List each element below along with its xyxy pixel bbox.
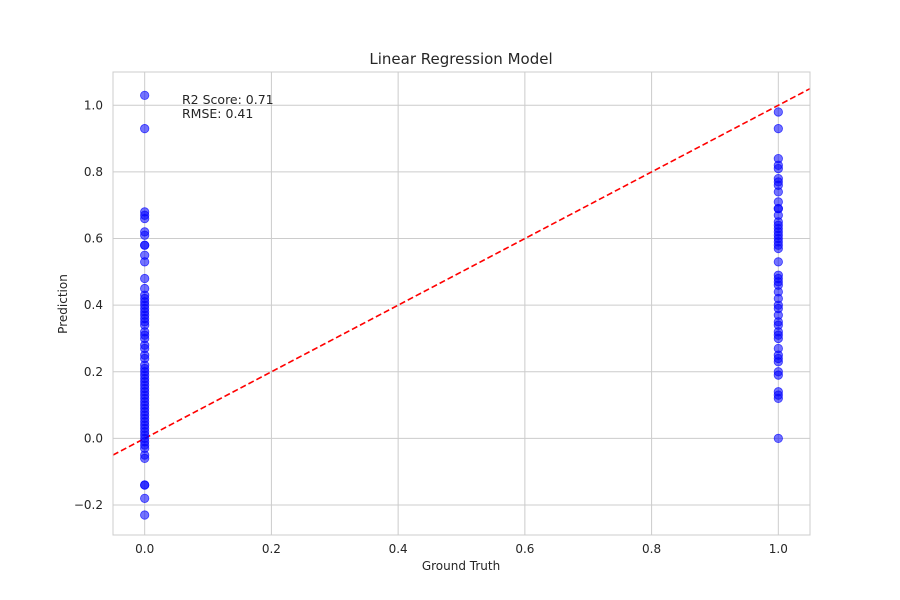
reference-line-layer xyxy=(113,87,810,456)
data-point xyxy=(140,240,150,250)
chart-title: Linear Regression Model xyxy=(369,50,552,68)
y-tick-label: −0.2 xyxy=(74,498,103,512)
y-tick-label: 0.8 xyxy=(84,165,103,179)
data-point xyxy=(140,493,150,503)
data-point xyxy=(140,453,150,463)
x-tick-label: 0.0 xyxy=(135,542,154,556)
y-tick-label: 0.4 xyxy=(84,298,103,312)
data-point xyxy=(140,480,150,490)
data-point xyxy=(773,124,783,134)
data-point xyxy=(773,333,783,344)
x-tick-label: 0.8 xyxy=(642,542,661,556)
y-tick-label: 0.2 xyxy=(84,365,103,379)
data-point xyxy=(773,243,783,254)
points-layer xyxy=(140,90,783,520)
tick-labels: 0.0 0.2 0.4 0.6 0.8 1.0 −0.2 0.0 0.2 0.4 0.6 0.8 1.0 xyxy=(74,98,788,556)
data-point xyxy=(140,124,150,134)
data-point xyxy=(140,510,150,520)
data-point xyxy=(773,163,783,174)
data-point xyxy=(773,370,783,380)
r2-annotation: R2 Score: 0.71 xyxy=(182,92,274,107)
y-axis-label: Prediction xyxy=(56,274,70,334)
reference-line xyxy=(113,87,810,456)
data-point xyxy=(773,393,783,404)
data-point xyxy=(773,433,783,444)
data-point xyxy=(140,230,150,240)
x-tick-label: 1.0 xyxy=(769,542,788,556)
data-point xyxy=(773,357,783,367)
y-tick-label: 1.0 xyxy=(84,98,103,112)
data-point xyxy=(140,213,150,224)
data-point xyxy=(773,257,783,267)
data-point xyxy=(773,107,783,117)
data-point xyxy=(773,187,783,197)
x-tick-label: 0.4 xyxy=(389,542,408,556)
x-tick-label: 0.6 xyxy=(515,542,534,556)
y-tick-label: 0.6 xyxy=(84,232,103,246)
grid xyxy=(113,72,810,535)
rmse-annotation: RMSE: 0.41 xyxy=(182,106,253,121)
x-axis-label: Ground Truth xyxy=(422,559,500,573)
data-point xyxy=(140,273,150,284)
data-point xyxy=(140,257,150,267)
data-point xyxy=(140,90,150,100)
plot-frame xyxy=(112,71,811,536)
y-tick-label: 0.0 xyxy=(84,431,103,445)
x-tick-label: 0.2 xyxy=(262,542,281,556)
